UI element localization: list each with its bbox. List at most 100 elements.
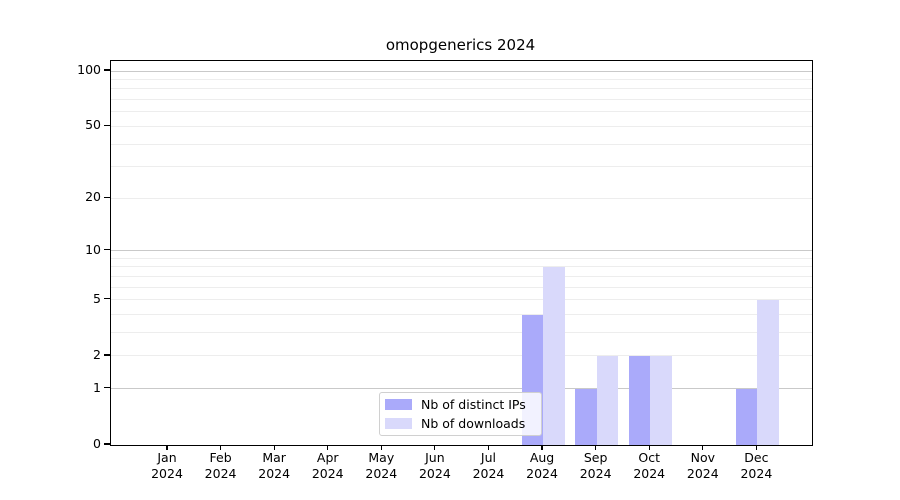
gridline-minor-5: [111, 299, 812, 301]
y-axis-tick-50: [103, 124, 111, 126]
gridline-minor-30: [111, 166, 812, 168]
bar-downloads-oct: [650, 355, 672, 445]
x-axis-tick-label-apr: Apr 2024: [298, 450, 358, 482]
year-label: 2024: [579, 466, 612, 481]
y-axis-tick-label-20: 20: [85, 189, 101, 205]
bar-ips-dec: [735, 388, 758, 445]
x-axis-tick-label-sep: Sep 2024: [566, 450, 626, 482]
year-label: 2024: [365, 466, 398, 481]
gridline-major-1: [111, 388, 812, 390]
gridline-minor-20: [111, 197, 812, 199]
legend-label-downloads: Nb of downloads: [421, 415, 526, 431]
y-axis-tick-5: [103, 298, 111, 300]
bar-downloads-aug: [543, 266, 565, 445]
x-axis-tick-dec: [755, 445, 757, 450]
gridline-minor-50: [111, 125, 812, 127]
x-axis-tick-feb: [219, 445, 222, 450]
y-axis-tick-label-1: 1: [93, 379, 101, 395]
x-axis-tick-label-may: May 2024: [351, 450, 411, 482]
y-axis-tick-label-2: 2: [93, 346, 101, 362]
gridline-minor-60: [111, 111, 812, 113]
x-axis-tick-label-mar: Mar 2024: [244, 450, 304, 482]
y-axis-tick-2: [103, 354, 111, 356]
legend-item-2: Nb of downloads: [385, 416, 533, 432]
month-label: Apr: [316, 450, 339, 465]
gridline-minor-3: [111, 332, 812, 334]
chart-title: omopgenerics 2024: [385, 36, 536, 54]
gridline-minor-80: [111, 88, 812, 90]
bar-ips-oct: [628, 355, 651, 445]
month-label: May: [368, 450, 395, 465]
y-axis-tick-1: [103, 387, 111, 389]
gridline-minor-4: [111, 314, 812, 316]
bar-ips-sep: [575, 388, 597, 445]
gridline-minor-8: [111, 266, 812, 268]
month-label: Jul: [480, 450, 497, 465]
y-axis-tick-label-10: 10: [85, 241, 101, 257]
x-axis-tick-jan: [166, 445, 168, 450]
gridline-minor-6: [111, 286, 812, 288]
gridline-minor-70: [111, 99, 812, 101]
legend: Nb of distinct IPs Nb of downloads: [379, 392, 542, 436]
x-axis-tick-nov: [702, 445, 704, 450]
year-label: 2024: [472, 466, 505, 481]
x-axis-tick-label-jul: Jul 2024: [458, 450, 518, 482]
y-axis-tick-100: [103, 69, 111, 71]
legend-swatch-downloads: [385, 417, 412, 429]
x-axis-tick-label-dec: Dec 2024: [726, 450, 786, 482]
x-axis-tick-label-jun: Jun 2024: [405, 450, 465, 482]
x-axis-tick-label-jan: Jan 2024: [137, 450, 197, 482]
year-label: 2024: [258, 466, 291, 481]
year-label: 2024: [740, 466, 773, 481]
gridline-minor-9: [111, 257, 812, 259]
bar-downloads-sep: [596, 355, 619, 445]
x-axis-tick-jun: [434, 445, 436, 450]
legend-item-1: Nb of distinct IPs: [385, 397, 533, 413]
month-label: Sep: [583, 450, 608, 465]
year-label: 2024: [633, 466, 666, 481]
plot-area: [110, 60, 813, 446]
x-axis-tick-sep: [595, 445, 597, 450]
year-label: 2024: [204, 466, 237, 481]
month-label: Nov: [690, 450, 715, 465]
gridline-minor-90: [111, 78, 812, 80]
x-axis-tick-aug: [541, 445, 543, 450]
x-axis-tick-label-feb: Feb 2024: [191, 450, 251, 482]
month-label: Mar: [262, 450, 286, 465]
gridline-minor-7: [111, 275, 812, 277]
x-axis-tick-may: [380, 445, 382, 450]
y-axis-tick-label-5: 5: [93, 290, 101, 306]
x-axis-tick-apr: [327, 445, 329, 450]
y-axis-tick-0: [103, 443, 111, 445]
month-label: Dec: [744, 450, 769, 465]
x-axis-tick-label-nov: Nov 2024: [673, 450, 733, 482]
year-label: 2024: [418, 466, 451, 481]
y-axis-tick-label-0: 0: [93, 436, 101, 451]
year-label: 2024: [311, 466, 344, 481]
year-label: 2024: [526, 466, 558, 481]
month-label: Jun: [425, 450, 445, 465]
year-label: 2024: [151, 466, 183, 481]
legend-label-ips: Nb of distinct IPs: [421, 397, 526, 413]
y-axis-tick-label-50: 50: [85, 117, 101, 133]
x-axis-tick-label-aug: Aug 2024: [512, 450, 572, 482]
y-axis-tick-10: [103, 249, 111, 251]
year-label: 2024: [686, 466, 719, 481]
legend-swatch-ips: [385, 399, 412, 411]
gridline-minor-2: [111, 355, 812, 357]
gridline-major-100: [111, 70, 812, 72]
month-label: Aug: [529, 450, 555, 465]
gridline-major-10: [111, 250, 812, 252]
gridline-minor-40: [111, 143, 812, 145]
x-axis-tick-mar: [273, 445, 275, 450]
y-axis-tick-20: [103, 196, 111, 198]
month-label: Feb: [209, 450, 232, 465]
month-label: Jan: [157, 450, 177, 465]
x-axis-tick-label-oct: Oct 2024: [619, 450, 679, 482]
month-label: Oct: [638, 450, 661, 465]
x-axis-tick-oct: [648, 445, 650, 450]
x-axis-tick-jul: [487, 445, 490, 450]
bar-downloads-dec: [757, 299, 779, 445]
y-axis-tick-label-100: 100: [77, 62, 101, 77]
